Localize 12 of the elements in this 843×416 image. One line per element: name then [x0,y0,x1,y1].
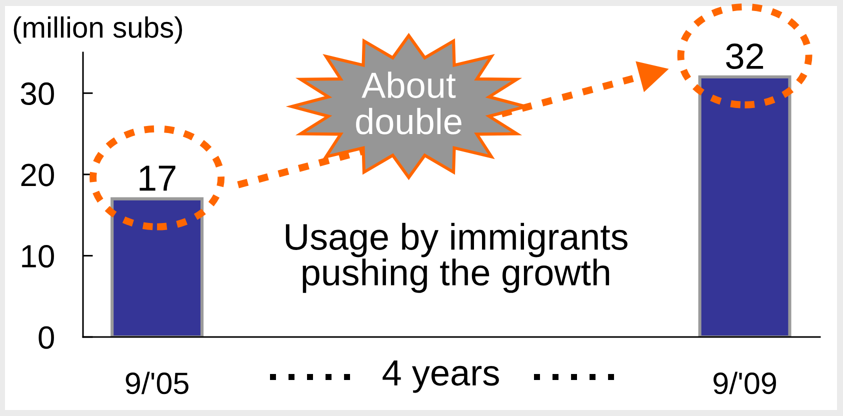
y-tick-label: 10 [22,244,54,268]
y-tick-label: 20 [21,164,54,186]
y-tick-label: 30 [20,82,54,106]
annotation: Usage by immigrants pushing the growth [286,222,628,293]
annotation: About double [356,72,462,134]
data-label: 17 [140,166,176,191]
data-label: 32 [726,43,764,70]
x-tick-label: 9/'09 [714,372,776,394]
y-axis-title: (million subs) [14,16,182,44]
y-tick-label: 0 [38,326,54,349]
text: 4 years [382,360,499,393]
x-tick-label: 9/'05 [126,372,188,394]
